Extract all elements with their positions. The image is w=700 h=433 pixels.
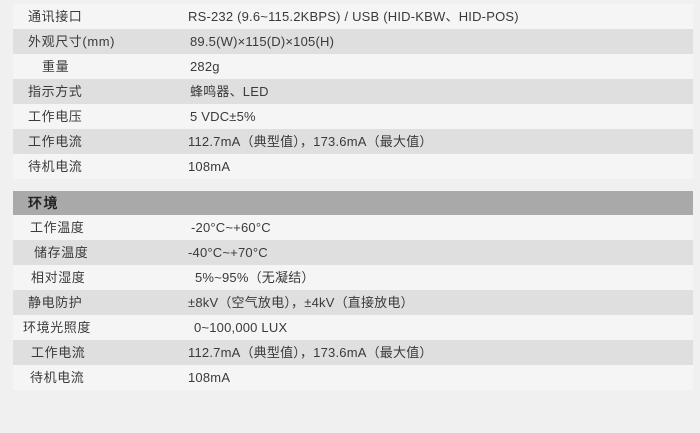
spec-label: 工作温度 [30, 220, 85, 235]
section-header-label: 环境 [28, 195, 59, 211]
table-row: 重量 282g [13, 54, 693, 79]
spec-table: 通讯接口 RS-232 (9.6~115.2KBPS) / USB (HID-K… [13, 4, 693, 390]
spec-label: 工作电流 [31, 345, 86, 360]
spec-label: 储存温度 [34, 245, 89, 260]
spec-label: 工作电压 [28, 109, 83, 124]
table-row: 相对湿度 5%~95%（无凝结） [13, 265, 693, 290]
section-header: 环境 [13, 191, 693, 215]
table-row: 外观尺寸(mm) 89.5(W)×115(D)×105(H) [13, 29, 693, 54]
spec-value: 0~100,000 LUX [194, 320, 288, 335]
spec-value: 5 VDC±5% [190, 109, 256, 124]
table-row: 待机电流 108mA [13, 154, 693, 179]
spec-label: 待机电流 [28, 159, 83, 174]
spec-label: 通讯接口 [28, 9, 83, 24]
spec-value: RS-232 (9.6~115.2KBPS) / USB (HID-KBW、HI… [188, 9, 519, 24]
spec-value: 89.5(W)×115(D)×105(H) [190, 34, 335, 49]
spec-value: 112.7mA（典型值），173.6mA（最大值） [188, 134, 433, 149]
table-row: 工作电压 5 VDC±5% [13, 104, 693, 129]
spec-value: 108mA [188, 159, 231, 174]
spec-value: -40°C~+70°C [188, 245, 268, 260]
table-row: 静电防护 ±8kV（空气放电），±4kV（直接放电） [13, 290, 693, 315]
spec-label: 工作电流 [28, 134, 83, 149]
spec-label: 重量 [42, 59, 70, 74]
table-row: 待机电流 108mA [13, 365, 693, 390]
spec-label: 静电防护 [28, 295, 83, 310]
spec-label: 待机电流 [30, 370, 85, 385]
table-row: 工作温度 -20°C~+60°C [13, 215, 693, 240]
spec-label: 环境光照度 [23, 320, 92, 335]
spec-label: 指示方式 [28, 84, 83, 99]
spec-label: 外观尺寸(mm) [28, 34, 116, 49]
spec-value: ±8kV（空气放电），±4kV（直接放电） [188, 295, 414, 310]
spec-value: -20°C~+60°C [191, 220, 271, 235]
table-row: 指示方式 蜂鸣器、LED [13, 79, 693, 104]
table-row: 储存温度 -40°C~+70°C [13, 240, 693, 265]
table-row: 环境光照度 0~100,000 LUX [13, 315, 693, 340]
spec-value: 蜂鸣器、LED [190, 84, 269, 99]
table-row: 通讯接口 RS-232 (9.6~115.2KBPS) / USB (HID-K… [13, 4, 693, 29]
table-row: 工作电流 112.7mA（典型值），173.6mA（最大值） [13, 340, 693, 365]
table-row: 工作电流 112.7mA（典型值），173.6mA（最大值） [13, 129, 693, 154]
spec-value: 282g [190, 59, 220, 74]
spec-value: 112.7mA（典型值），173.6mA（最大值） [188, 345, 433, 360]
spec-label: 相对湿度 [31, 270, 86, 285]
spec-value: 108mA [188, 370, 231, 385]
spec-value: 5%~95%（无凝结） [195, 270, 315, 285]
